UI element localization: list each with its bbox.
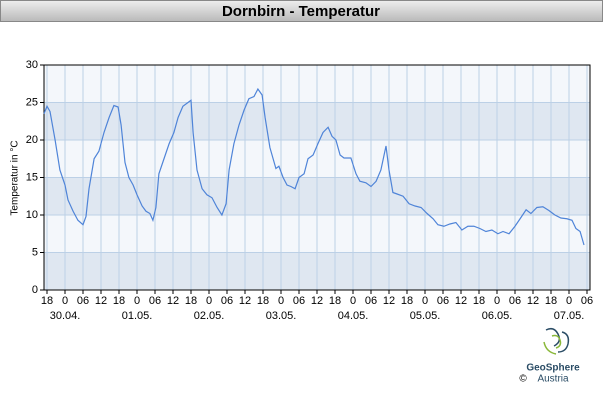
day-label: 04.05. <box>338 310 369 322</box>
y-tick-label: 5 <box>32 246 38 258</box>
x-tick-label: 12 <box>311 295 323 307</box>
chart-title: Dornbirn - Temperatur <box>222 3 380 20</box>
logo <box>543 327 570 355</box>
y-tick-label: 20 <box>26 134 38 146</box>
day-label: 03.05. <box>266 310 297 322</box>
x-tick-label: 18 <box>185 295 197 307</box>
y-tick-label: 30 <box>26 59 38 71</box>
day-label: 07.05. <box>554 310 585 322</box>
y-axis-label: Temperatur in °C <box>10 140 21 215</box>
data-line <box>43 87 585 246</box>
plot-frame <box>43 64 591 291</box>
x-tick-label: 06 <box>581 295 593 307</box>
x-tick-label: 0 <box>134 295 140 307</box>
logo-name: GeoSphere <box>526 363 580 374</box>
x-tick-label: 06 <box>149 295 161 307</box>
x-tick-label: 18 <box>41 295 53 307</box>
y-tick-label: 15 <box>26 171 38 183</box>
day-label: 06.05. <box>482 310 513 322</box>
x-tick-label: 18 <box>257 295 269 307</box>
x-tick-label: 18 <box>113 295 125 307</box>
day-label: 01.05. <box>122 310 153 322</box>
x-tick-label: 06 <box>293 295 305 307</box>
day-label: 05.05. <box>410 310 441 322</box>
x-tick-label: 0 <box>278 295 284 307</box>
x-tick-label: 06 <box>509 295 521 307</box>
x-tick-label: 12 <box>527 295 539 307</box>
x-tick-label: 06 <box>77 295 89 307</box>
logo-swirl <box>551 334 562 349</box>
x-tick-label: 18 <box>545 295 557 307</box>
x-tick-label: 0 <box>206 295 212 307</box>
x-tick-label: 18 <box>401 295 413 307</box>
x-tick-label: 06 <box>221 295 233 307</box>
x-tick-label: 18 <box>473 295 485 307</box>
x-tick-label: 12 <box>239 295 251 307</box>
copyright: © <box>519 374 527 385</box>
x-tick-label: 0 <box>422 295 428 307</box>
y-tick-label: 10 <box>26 209 38 221</box>
logo-swirl <box>543 341 557 355</box>
y-tick-label: 25 <box>26 96 38 108</box>
x-tick-label: 06 <box>437 295 449 307</box>
x-tick-label: 12 <box>167 295 179 307</box>
x-tick-label: 12 <box>455 295 467 307</box>
logo-swirl <box>557 331 570 353</box>
logo-swirl <box>545 327 561 347</box>
x-tick-label: 0 <box>350 295 356 307</box>
y-tick-label: 0 <box>32 284 38 296</box>
day-label: 30.04. <box>50 310 81 322</box>
day-label: 02.05. <box>194 310 225 322</box>
x-tick-label: 18 <box>329 295 341 307</box>
x-tick-label: 0 <box>62 295 68 307</box>
x-tick-label: 0 <box>494 295 500 307</box>
x-tick-label: 06 <box>365 295 377 307</box>
x-tick-label: 12 <box>383 295 395 307</box>
x-tick-label: 12 <box>95 295 107 307</box>
logo-country: Austria <box>537 374 569 385</box>
x-tick-label: 0 <box>566 295 572 307</box>
